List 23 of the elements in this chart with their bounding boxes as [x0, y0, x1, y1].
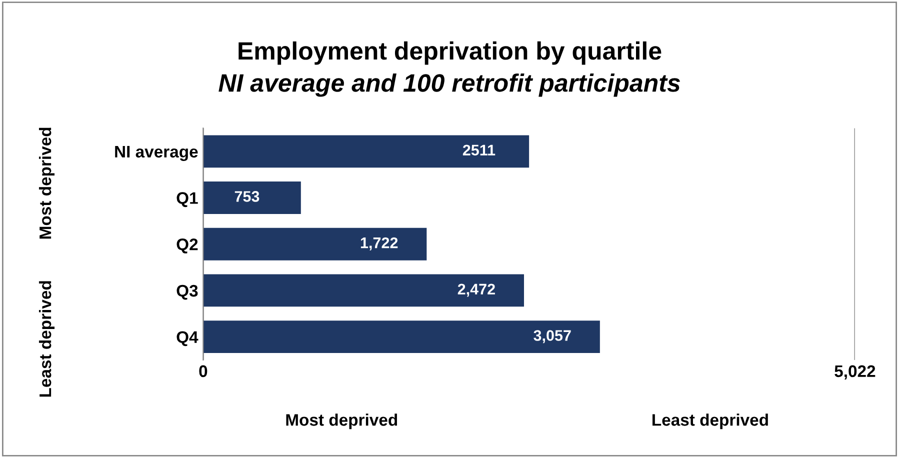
y-tick-label: Q1 [176, 192, 198, 208]
text: Most deprived [38, 128, 55, 239]
bar [203, 274, 524, 307]
y-tick-label: Q3 [176, 284, 198, 300]
data-label: 2,472 [458, 284, 495, 297]
bar [203, 228, 427, 260]
bar [203, 135, 530, 168]
data-label: 753 [234, 191, 260, 202]
data-label: 2511 [462, 144, 496, 156]
x-tick-label: 0 [199, 365, 208, 378]
chart-subtitle: NI average and 100 retrofit participants [218, 73, 680, 97]
text: Least deprived [652, 414, 768, 430]
y-tick-label: Q4 [176, 331, 198, 346]
text: Most deprived [286, 414, 398, 430]
text: Least deprived [38, 281, 55, 397]
x-tick-label: 5,022 [834, 365, 876, 380]
data-label: 1,722 [360, 237, 398, 250]
y-tick-label: Q2 [176, 238, 198, 254]
bar [203, 182, 301, 214]
data-label: 3,057 [534, 330, 571, 344]
y-tick-label: NI average [115, 146, 198, 161]
bar [203, 320, 600, 354]
chart-title: Employment deprivation by quartile [238, 41, 662, 65]
